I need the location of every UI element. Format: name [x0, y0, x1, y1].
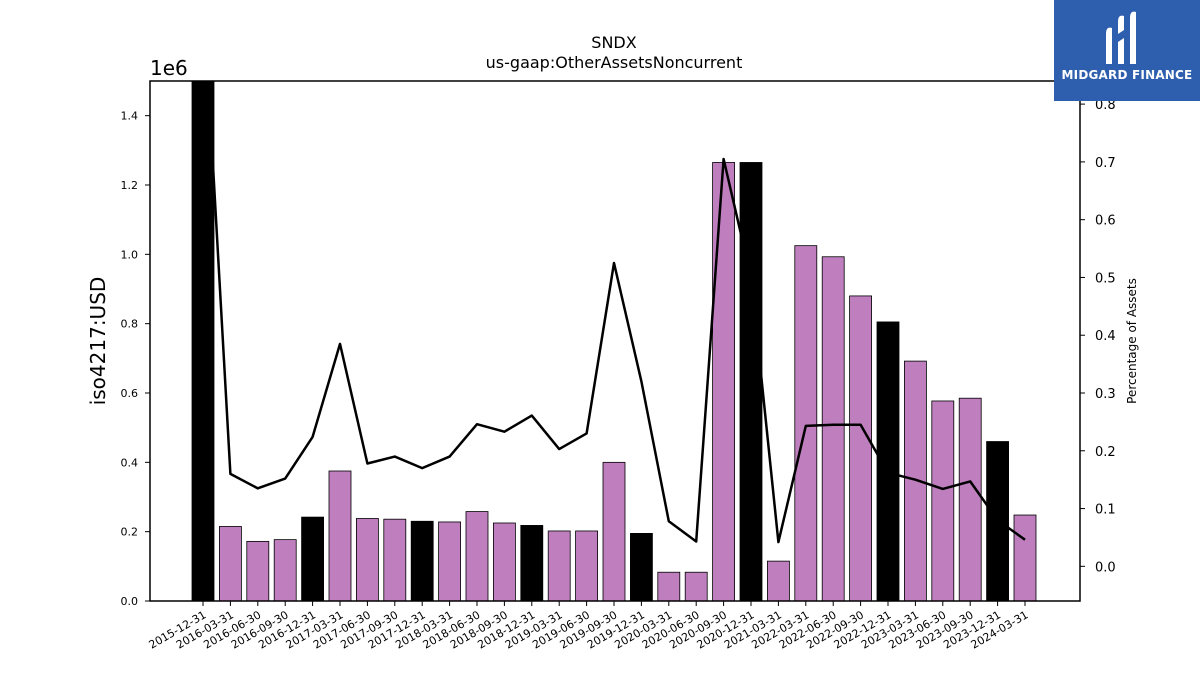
- y-tick-label: 0.6: [121, 387, 139, 400]
- y2-tick-label: 0.6: [1095, 214, 1116, 229]
- line-series: [206, 81, 1026, 544]
- y2-tick-label: 0.7: [1095, 156, 1116, 171]
- y2-tick-label: 0.5: [1095, 271, 1116, 286]
- percentage-line: [206, 81, 1026, 544]
- bar-2018-12-31: [520, 525, 544, 602]
- bar-2019-09-30: [602, 461, 626, 602]
- bar-2017-12-31: [410, 520, 434, 602]
- y2-tick-label: 0.0: [1095, 560, 1116, 575]
- x-axis-ticks: 2015-12-312016-03-312016-06-302016-09-30…: [147, 601, 1031, 652]
- y-tick-label: 0.8: [121, 318, 139, 331]
- bar-2017-06-30: [355, 518, 379, 602]
- chart-subtitle: us-gaap:OtherAssetsNoncurrent: [486, 53, 743, 72]
- bar-2020-06-30: [684, 571, 708, 602]
- plot-frame: [149, 80, 1081, 602]
- bar-2018-06-30: [465, 511, 489, 602]
- bar-2019-06-30: [575, 530, 598, 602]
- chart-title: SNDX: [591, 33, 636, 52]
- y2-tick-label: 0.3: [1095, 387, 1116, 402]
- y-tick-label: 0.0: [121, 595, 139, 608]
- bar-2018-09-30: [492, 522, 516, 602]
- bar-series: [191, 80, 1037, 602]
- bar-2021-03-31: [767, 560, 790, 602]
- y2-tick-label: 0.4: [1095, 329, 1116, 344]
- bar-2019-12-31: [630, 533, 653, 602]
- bar-2015-12-31: [191, 80, 215, 602]
- brand-name: MIDGARD FINANCE: [1061, 68, 1193, 82]
- bar-2020-09-30: [712, 162, 735, 602]
- bar-2022-06-30: [821, 256, 845, 602]
- y-tick-label: 1.2: [121, 179, 139, 192]
- bar-2019-03-31: [547, 530, 571, 602]
- y-tick-label: 1.4: [121, 110, 139, 123]
- bar-2023-06-30: [931, 400, 955, 602]
- bar-2017-03-31: [328, 470, 352, 602]
- y2-tick-label: 0.2: [1095, 445, 1116, 460]
- bar-2018-03-31: [438, 521, 462, 602]
- y2-axis-label: Percentage of Assets: [1125, 278, 1139, 404]
- y-tick-label: 1.0: [121, 248, 139, 261]
- y2-tick-label: 0.8: [1095, 98, 1116, 113]
- y-axis-offset-label: 1e6: [150, 56, 188, 80]
- bar-2016-06-30: [246, 540, 270, 602]
- y-tick-label: 0.4: [121, 456, 139, 469]
- bar-2016-03-31: [218, 526, 242, 602]
- midgard-logo-icon: [1106, 11, 1136, 65]
- y-axis-label: iso4217:USD: [86, 277, 110, 406]
- bar-2016-12-31: [301, 516, 325, 602]
- bar-2023-09-30: [958, 397, 982, 602]
- y-axis-ticks: 0.0 0.2 0.4 0.6 0.8 1.0 1.2 1.4: [121, 110, 150, 608]
- bar-2016-09-30: [273, 539, 297, 602]
- brand-logo: MIDGARD FINANCE: [1054, 0, 1200, 101]
- y2-tick-label: 0.1: [1095, 503, 1116, 518]
- bar-2020-12-31: [739, 162, 763, 602]
- y-tick-label: 0.2: [121, 526, 139, 539]
- bar-2017-09-30: [383, 518, 407, 602]
- bar-2020-03-31: [657, 571, 681, 602]
- y2-axis-ticks: 0.0 0.1 0.2 0.3 0.4 0.5 0.6 0.7 0.8: [1080, 98, 1116, 575]
- bar-2022-03-31: [794, 245, 818, 602]
- bar-2022-09-30: [849, 295, 872, 602]
- bar-2024-03-31: [1013, 514, 1037, 602]
